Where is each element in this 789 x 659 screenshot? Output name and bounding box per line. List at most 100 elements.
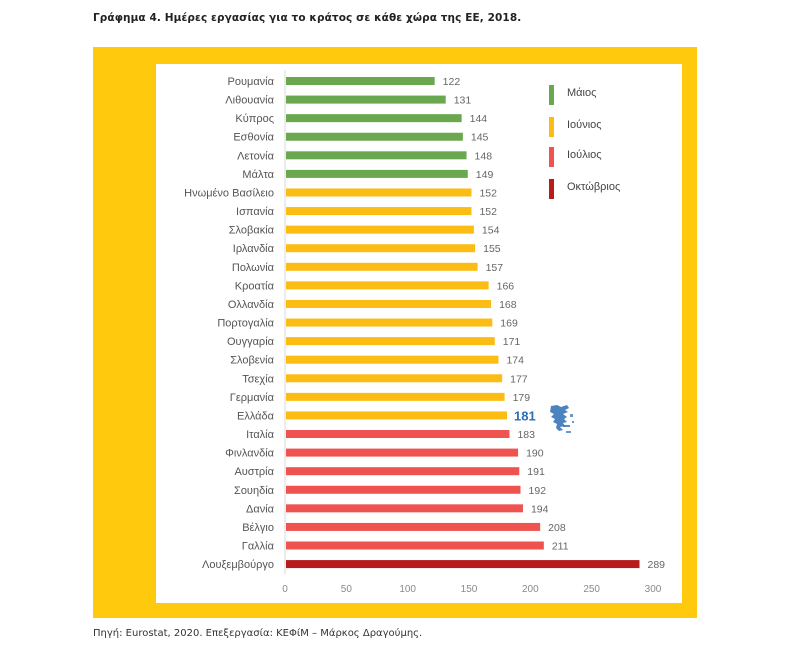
value-label: 155 bbox=[483, 243, 501, 255]
category-label: Ηνωμένο Βασίλειο bbox=[184, 187, 274, 199]
value-label: 148 bbox=[475, 150, 493, 162]
axis-layer: 0 50 100 150 200 250 300 bbox=[282, 70, 662, 595]
bar bbox=[286, 151, 467, 160]
x-tick-label: 150 bbox=[461, 584, 478, 595]
category-label: Πολωνία bbox=[232, 262, 275, 274]
category-label: Λιθουανία bbox=[225, 95, 274, 107]
category-label: Ιταλία bbox=[246, 429, 275, 441]
value-label: 149 bbox=[476, 169, 494, 181]
bar bbox=[286, 392, 505, 401]
value-label: 211 bbox=[552, 541, 569, 553]
legend-swatch bbox=[549, 85, 554, 105]
category-label: Πορτογαλία bbox=[217, 318, 274, 330]
bar bbox=[286, 132, 463, 141]
category-label: Σλοβενία bbox=[230, 355, 274, 367]
category-label: Λετονία bbox=[237, 150, 275, 162]
bar bbox=[286, 77, 435, 85]
category-label: Αυστρία bbox=[234, 466, 274, 478]
value-label: 194 bbox=[531, 503, 549, 515]
figure-title: Γράφημα 4. Ημέρες εργασίας για το κράτος… bbox=[93, 12, 522, 24]
bar bbox=[286, 337, 495, 346]
category-label: Δανία bbox=[246, 503, 275, 515]
category-label: Βέλγιο bbox=[242, 522, 274, 534]
bar bbox=[286, 448, 519, 457]
category-label: Γαλλία bbox=[242, 541, 275, 553]
bar bbox=[286, 281, 489, 290]
bar bbox=[286, 467, 520, 476]
category-label: Μάλτα bbox=[242, 169, 274, 181]
value-label: 154 bbox=[482, 225, 500, 237]
value-label: 208 bbox=[548, 522, 566, 534]
value-label: 169 bbox=[500, 318, 518, 330]
value-label: 166 bbox=[497, 280, 515, 292]
value-label: 174 bbox=[506, 355, 524, 367]
category-label: Γερμανία bbox=[230, 392, 275, 404]
bar bbox=[286, 188, 472, 197]
value-label: 289 bbox=[648, 559, 666, 571]
category-label: Εσθονία bbox=[233, 132, 274, 144]
category-label: Λουξεμβούργο bbox=[202, 559, 274, 571]
value-label: 183 bbox=[517, 429, 535, 441]
legend-label: Ιούνιος bbox=[567, 119, 602, 131]
legend-label: Ιούλιος bbox=[567, 149, 602, 161]
bar bbox=[286, 485, 521, 494]
value-label: 122 bbox=[443, 76, 461, 88]
x-tick-label: 200 bbox=[522, 584, 539, 595]
x-tick-label: 300 bbox=[645, 584, 662, 595]
figure-source: Πηγή: Eurostat, 2020. Επεξεργασία: ΚΕΦίΜ… bbox=[93, 628, 423, 639]
value-label: 131 bbox=[454, 95, 472, 107]
value-label: 144 bbox=[470, 113, 488, 125]
x-tick-label: 250 bbox=[583, 584, 600, 595]
x-tick-label: 50 bbox=[341, 584, 353, 595]
category-label: Ολλανδία bbox=[228, 299, 275, 311]
value-label: 190 bbox=[526, 448, 544, 460]
category-label: Ελλάδα bbox=[237, 410, 275, 422]
value-label: 191 bbox=[527, 466, 545, 478]
bar bbox=[286, 374, 503, 383]
legend-label: Μάιος bbox=[567, 87, 596, 99]
value-label-highlight: 181 bbox=[514, 408, 536, 423]
category-label: Ρουμανία bbox=[228, 76, 275, 88]
category-label: Κύπρος bbox=[235, 113, 274, 125]
category-label: Ιρλανδία bbox=[233, 243, 275, 255]
bar bbox=[286, 355, 499, 364]
bar bbox=[286, 262, 478, 271]
bar bbox=[286, 207, 472, 216]
bar bbox=[286, 430, 510, 439]
legend: Μάιος Ιούνιος Ιούλιος Οκτώβριος bbox=[549, 85, 620, 199]
bar bbox=[286, 225, 474, 234]
value-label: 157 bbox=[486, 262, 504, 274]
bar bbox=[286, 114, 462, 123]
bars-layer bbox=[286, 77, 640, 569]
category-label: Ισπανία bbox=[236, 206, 275, 218]
bar bbox=[286, 522, 541, 531]
x-tick-label: 100 bbox=[399, 584, 416, 595]
bar bbox=[286, 244, 476, 253]
x-tick-label: 0 bbox=[282, 584, 288, 595]
value-label: 171 bbox=[503, 336, 521, 348]
category-label: Σλοβακία bbox=[229, 225, 275, 237]
category-label: Φινλανδία bbox=[225, 448, 274, 460]
bar bbox=[286, 541, 544, 550]
greece-map-icon bbox=[550, 405, 574, 433]
category-label: Τσεχία bbox=[242, 373, 274, 385]
value-label: 152 bbox=[479, 206, 497, 218]
bar bbox=[286, 504, 523, 513]
value-label: 145 bbox=[471, 132, 489, 144]
bar bbox=[286, 95, 446, 104]
value-label: 152 bbox=[479, 187, 497, 199]
bar bbox=[286, 411, 508, 420]
bar bbox=[286, 299, 492, 308]
bar bbox=[286, 169, 468, 178]
value-label: 168 bbox=[499, 299, 517, 311]
legend-swatch bbox=[549, 179, 554, 199]
labels-layer: Ρουμανία 122 Λιθουανία 131 Κύπρος 144 Εσθονία 1… bbox=[184, 76, 665, 571]
bar bbox=[286, 560, 640, 569]
legend-swatch bbox=[549, 117, 554, 137]
value-label: 179 bbox=[513, 392, 531, 404]
legend-label: Οκτώβριος bbox=[567, 181, 620, 193]
category-label: Κροατία bbox=[235, 280, 275, 292]
legend-swatch bbox=[549, 147, 554, 167]
category-label: Ουγγαρία bbox=[227, 336, 275, 348]
